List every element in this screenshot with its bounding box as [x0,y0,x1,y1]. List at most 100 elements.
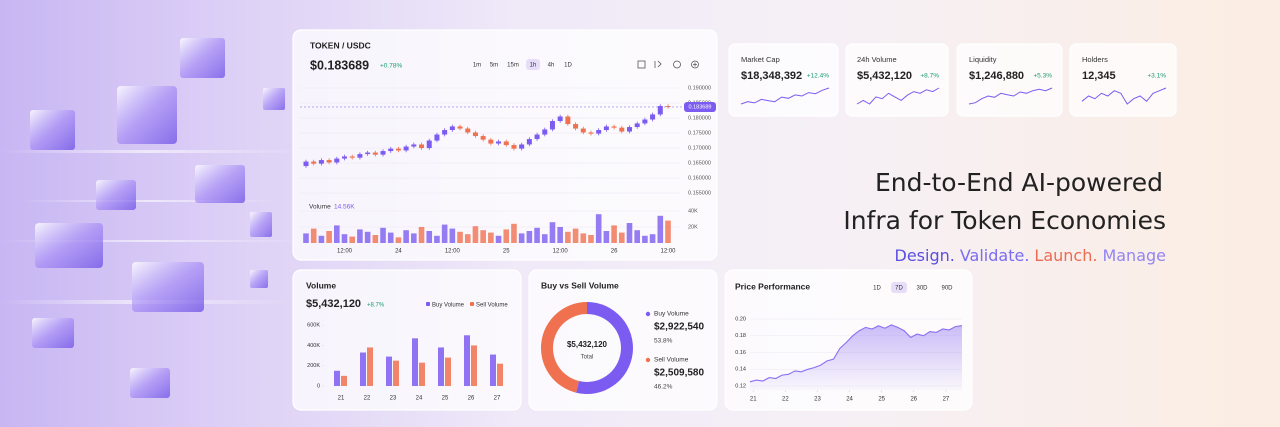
chart-title: Buy vs Sell Volume [541,280,619,290]
volume-bar [649,234,656,243]
volume-bar [526,231,533,243]
timeframe-button[interactable]: 15m [507,63,519,69]
donut-segment [540,302,587,393]
sparkline [1081,87,1167,105]
volume-total: 14.56K [334,204,355,211]
x-tick-label: 24 [395,249,402,255]
volume-bar [534,227,540,243]
volume-bar [418,227,425,243]
candle-body [511,145,517,149]
stat-value: 12,345 [1082,70,1116,82]
x-tick-label: 21 [750,397,757,403]
volume-bar [457,231,463,243]
tagline-word: Launch. [1034,246,1097,265]
candle-body [372,152,378,155]
y-tick-label: 200K [307,363,320,369]
timeframe-button[interactable]: 90D [941,286,953,292]
legend-label: Sell Volume [654,357,689,364]
y-tick-label: 0.175000 [688,130,711,136]
candle-body [573,124,579,129]
tagline-word: Design. [895,246,955,265]
stat-change: +3.1% [1147,73,1166,80]
candle-body [334,158,340,163]
x-tick-label: 12:00 [445,249,461,255]
current-price-tag [684,101,716,112]
total-change: +8.7% [367,303,385,309]
stat-label: Holders [1082,55,1108,64]
volume-bar [434,235,440,243]
y-tick-label: 0.12 [735,383,746,389]
percent-label: 46.2% [654,384,673,391]
legend-swatch [470,302,474,306]
chart-title: TOKEN / USDC [310,40,371,50]
volume-bar [318,235,325,243]
bar [490,354,496,386]
candle-body [419,144,425,149]
stat-change: +12.4% [807,73,829,80]
candle-body [596,130,602,134]
timeframe-active [526,59,540,70]
volume-bar [464,234,471,243]
volume-bar [403,230,409,243]
stat-label: 24h Volume [857,55,897,64]
stat-card [728,43,839,117]
candle-body [365,152,371,155]
volume-bar [580,233,587,243]
timeframe-button[interactable]: 5m [490,63,498,69]
price: $0.183689 [310,58,369,72]
headline: End-to-End AI-powered [875,168,1163,197]
volume-bar [611,225,617,243]
candle-body [311,161,317,164]
timeframe-button[interactable]: 1D [564,63,572,69]
timeframe-button[interactable]: 4h [548,63,555,69]
bar [393,360,399,386]
tagline-word: Manage [1102,246,1166,265]
decoration [0,38,300,398]
legend-label: Buy Volume [654,311,689,318]
stat-label: Market Cap [741,55,780,64]
timeframe-button[interactable]: 1D [873,286,881,292]
timeframe-button[interactable]: 1m [473,63,481,69]
x-tick-label: 26 [468,396,475,402]
price-line [749,324,963,383]
candle-body [619,127,625,132]
volume-bar [495,235,502,243]
total-value: $5,432,120 [306,298,361,310]
timeframe-button[interactable]: 30D [916,286,928,292]
y-tick-label: 0.14 [735,367,746,373]
y-tick-label: 0.190000 [688,85,711,91]
x-tick-label: 22 [782,397,789,403]
volume-bar [503,229,510,243]
x-tick-label: 24 [846,397,853,403]
volume-bar [480,230,486,243]
candle-body [411,144,417,147]
candle-body [611,126,617,128]
area-fill [750,324,962,391]
x-tick-label: 25 [503,249,510,255]
timeframe-button[interactable]: 7D [895,286,903,292]
candle-body [634,123,640,128]
candle-body [442,130,448,135]
candle-body [588,132,594,134]
toolbar-icons [637,60,699,69]
volume-bar [387,232,394,243]
volume-bar [642,235,648,243]
y-tick-label: 0.165000 [688,161,711,167]
bar [412,338,418,386]
volume-bar [511,223,517,243]
candle-body [326,160,332,163]
y-tick-label: 0.170000 [688,146,711,152]
volume-bar [665,220,671,243]
timeframe-button[interactable]: 1h [530,63,537,69]
stat-label: Liquidity [969,55,997,64]
candle-body [549,121,555,130]
volume-bar [557,227,563,243]
x-tick-label: 12:00 [553,249,569,255]
sparkline [740,87,830,105]
volume-bar [657,215,664,243]
candle-body [603,126,609,131]
bar [367,347,373,386]
volume-bar [380,227,386,243]
